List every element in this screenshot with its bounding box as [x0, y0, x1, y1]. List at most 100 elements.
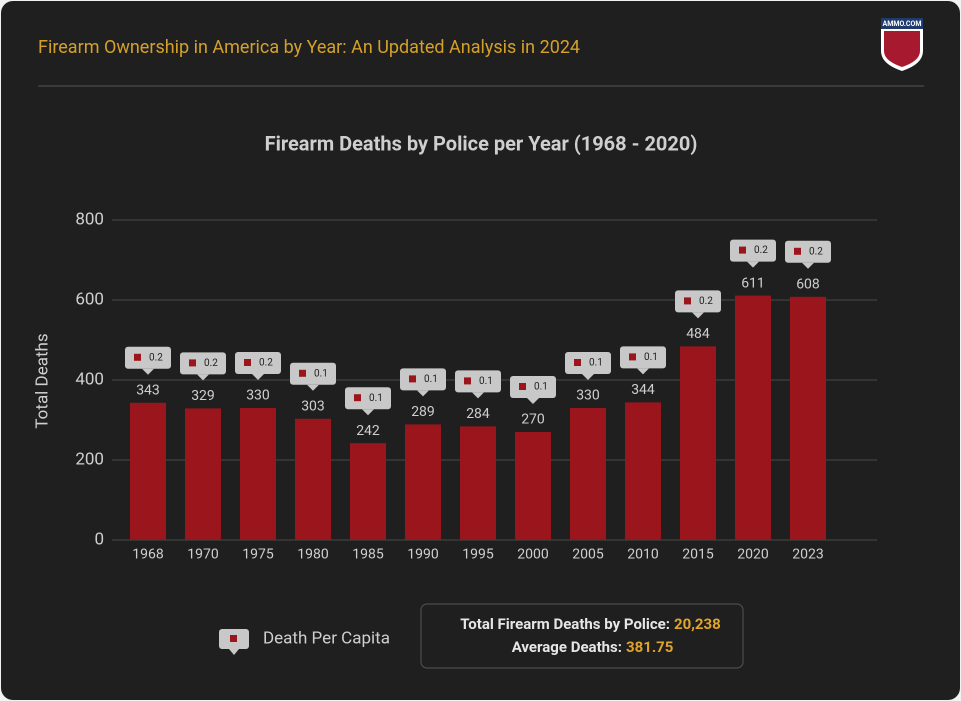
callout-box [620, 346, 666, 369]
callout-pointer [692, 312, 704, 319]
callout-box [180, 352, 226, 375]
callout-pointer [637, 368, 649, 375]
callout-pointer [802, 262, 814, 269]
callout-box [675, 290, 721, 313]
value-label: 284 [466, 406, 490, 422]
logo-band [881, 18, 923, 29]
callout-swatch [409, 375, 416, 383]
callout-swatch [684, 297, 691, 305]
callout-box [785, 240, 831, 263]
callout: 0.1 [565, 352, 611, 380]
bar [625, 402, 661, 540]
callout-label: 0.2 [754, 245, 768, 256]
bar [405, 424, 441, 540]
callout-swatch [134, 353, 141, 361]
callout-swatch [189, 359, 196, 367]
x-tick-label: 1995 [462, 547, 494, 563]
callout-pointer [142, 368, 154, 375]
summary-border [420, 603, 744, 669]
x-tick-label: 2023 [792, 547, 823, 563]
callout-box [730, 239, 776, 262]
summary-average: 381.75 [626, 638, 673, 656]
bar [680, 346, 716, 540]
legend: Death Per Capita [219, 628, 390, 655]
callout-label: 0.1 [589, 358, 603, 369]
callout: 0.1 [290, 362, 336, 391]
page-title: Firearm Ownership in America by Year: An… [38, 37, 580, 58]
callout-pointer [472, 392, 484, 399]
callout-swatch [354, 394, 361, 402]
callout-pointer [417, 390, 429, 397]
callout-pointer [252, 374, 264, 380]
callout-label: 0.2 [809, 246, 823, 257]
callout-pointer [307, 384, 319, 391]
callout: 0.1 [455, 370, 501, 399]
y-tick-label: 400 [75, 369, 104, 389]
legend-pointer [229, 649, 239, 655]
x-tick-label: 1985 [352, 547, 384, 563]
callout-label: 0.2 [259, 358, 273, 369]
bar [790, 296, 826, 540]
summary-total: 20,238 [674, 615, 721, 633]
callout-swatch [244, 359, 251, 366]
x-tick-label: 1970 [187, 547, 219, 563]
bar [240, 408, 276, 540]
value-label: 344 [631, 382, 655, 398]
logo-text: AMMO.COM [883, 20, 922, 28]
callout-pointer [527, 398, 539, 404]
x-tick-label: 2005 [572, 547, 604, 563]
callout-pointer [582, 374, 594, 380]
callout-box [565, 352, 611, 374]
x-tick-label: 1968 [132, 547, 164, 563]
y-tick-label: 200 [75, 449, 104, 469]
callout-pointer [362, 409, 374, 416]
callout-label: 0.1 [369, 393, 383, 404]
callout-swatch [794, 247, 801, 255]
callout: 0.1 [400, 368, 446, 397]
callout: 0.2 [235, 352, 281, 380]
value-label: 270 [521, 412, 545, 428]
chart-title: Firearm Deaths by Police per Year (1968 … [265, 131, 698, 155]
callout-pointer [747, 261, 759, 268]
callout-label: 0.2 [149, 352, 163, 363]
bar [350, 443, 386, 540]
bar [185, 408, 221, 540]
bar [515, 432, 551, 540]
x-tick-label: 1980 [297, 547, 329, 563]
callout-box [345, 387, 391, 410]
bar [130, 402, 166, 540]
value-label: 484 [686, 326, 710, 342]
value-label: 330 [576, 388, 600, 404]
y-axis-label: Total Deaths [32, 333, 52, 428]
callout-label: 0.2 [204, 358, 218, 369]
value-label: 329 [191, 388, 215, 404]
x-tick-label: 1990 [407, 547, 439, 563]
y-tick-label: 800 [75, 209, 104, 229]
legend-label: Death Per Capita [263, 628, 390, 648]
x-tick-label: 2020 [737, 547, 769, 563]
callout-label: 0.1 [644, 352, 658, 363]
callout-box [510, 376, 556, 398]
value-label: 608 [796, 277, 820, 293]
x-tick-label: 2010 [627, 547, 659, 563]
callout: 0.2 [125, 346, 171, 375]
callout-box [125, 346, 171, 369]
summary-total-label: Total Firearm Deaths by Police: [460, 615, 670, 633]
callout: 0.1 [345, 387, 391, 416]
callout-swatch [574, 359, 581, 366]
callout: 0.2 [180, 352, 226, 381]
value-label: 303 [301, 399, 325, 415]
callout: 0.2 [675, 290, 721, 319]
y-tick-label: 0 [94, 529, 104, 549]
callout-swatch [464, 377, 471, 385]
bar [295, 418, 331, 540]
callout-label: 0.1 [534, 382, 548, 393]
callout-pointer [197, 374, 209, 381]
logo-stripes [884, 31, 920, 67]
callout-label: 0.1 [314, 368, 328, 379]
logo: AMMO.COM [881, 18, 923, 71]
callout-swatch [629, 353, 636, 361]
callout-box [290, 362, 336, 385]
